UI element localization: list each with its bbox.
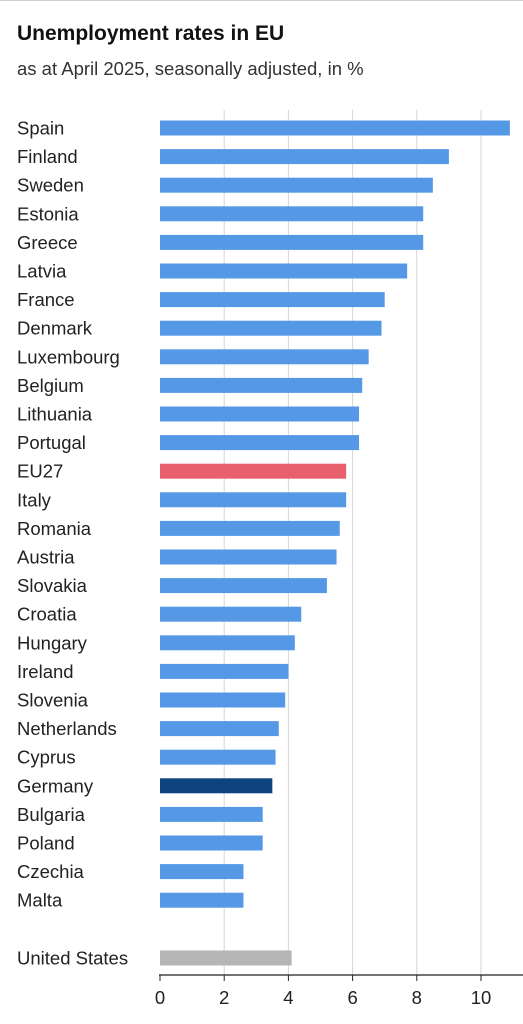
bar xyxy=(160,806,263,822)
bar xyxy=(160,463,347,479)
category-label: Poland xyxy=(17,833,75,854)
bar xyxy=(160,435,360,451)
category-label: EU27 xyxy=(17,461,63,482)
category-label: Finland xyxy=(17,146,78,167)
category-label: Croatia xyxy=(17,604,77,625)
bar xyxy=(160,120,510,136)
chart-subtitle: as at April 2025, seasonally adjusted, i… xyxy=(17,58,364,79)
bar xyxy=(160,835,263,851)
category-label: Portugal xyxy=(17,432,86,453)
bar xyxy=(160,692,286,708)
category-label: France xyxy=(17,289,75,310)
bar xyxy=(160,606,302,622)
x-tick-label: 2 xyxy=(219,987,229,1008)
x-tick-label: 6 xyxy=(347,987,357,1008)
category-label: Romania xyxy=(17,518,92,539)
category-label: Austria xyxy=(17,547,75,568)
bar xyxy=(160,492,347,508)
x-tick-label: 10 xyxy=(471,987,492,1008)
category-label: Lithuania xyxy=(17,404,93,425)
category-label: Hungary xyxy=(17,632,88,653)
category-label: Netherlands xyxy=(17,718,117,739)
x-tick-label: 4 xyxy=(283,987,293,1008)
category-label: Italy xyxy=(17,489,52,510)
bar xyxy=(160,320,382,336)
bar xyxy=(160,892,244,908)
category-label: Sweden xyxy=(17,175,84,196)
chart-title: Unemployment rates in EU xyxy=(17,22,285,45)
category-label: Denmark xyxy=(17,318,93,339)
bar xyxy=(160,749,276,765)
bar xyxy=(160,292,385,308)
category-label: Bulgaria xyxy=(17,804,86,825)
bar xyxy=(160,349,369,365)
bar xyxy=(160,864,244,880)
bar xyxy=(160,377,363,393)
bar xyxy=(160,406,360,422)
category-label: Spain xyxy=(17,118,64,139)
category-label: Ireland xyxy=(17,661,74,682)
bar xyxy=(160,149,449,165)
bar xyxy=(160,206,424,222)
category-label: Slovenia xyxy=(17,690,89,711)
category-label: Cyprus xyxy=(17,747,76,768)
category-label: Latvia xyxy=(17,261,67,282)
bar xyxy=(160,520,340,536)
x-tick-label: 0 xyxy=(155,987,165,1008)
bar xyxy=(160,950,292,966)
category-label: Czechia xyxy=(17,861,85,882)
category-label: Slovakia xyxy=(17,575,88,596)
x-tick-label: 8 xyxy=(412,987,422,1008)
bar xyxy=(160,177,433,193)
bar xyxy=(160,721,279,737)
bar xyxy=(160,234,424,250)
top-divider xyxy=(0,0,523,1)
bar xyxy=(160,635,295,651)
category-label: Germany xyxy=(17,775,94,796)
category-label: Belgium xyxy=(17,375,84,396)
bar xyxy=(160,578,327,594)
category-label: Estonia xyxy=(17,203,79,224)
bar xyxy=(160,778,273,794)
category-label: Luxembourg xyxy=(17,346,120,367)
bar xyxy=(160,549,337,565)
category-label: United States xyxy=(17,948,128,969)
bar xyxy=(160,663,289,679)
category-label: Malta xyxy=(17,890,63,911)
bar xyxy=(160,263,408,279)
category-label: Greece xyxy=(17,232,78,253)
